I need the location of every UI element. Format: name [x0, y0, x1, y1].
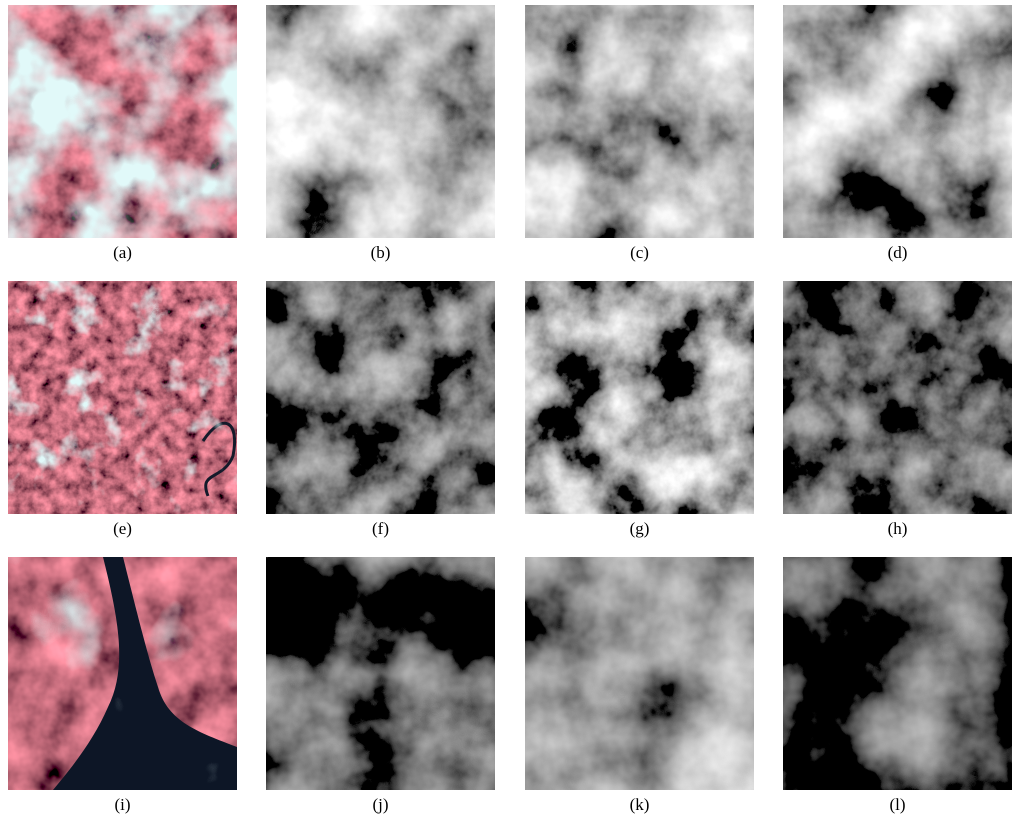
panel: (i) — [8, 557, 237, 814]
cloud-overlay — [8, 5, 237, 238]
panel-label: (a) — [113, 243, 132, 262]
panel-label: (l) — [889, 795, 905, 814]
panel-label: (h) — [888, 519, 908, 538]
panel: (h) — [783, 281, 1012, 538]
grayscale-image — [783, 281, 1012, 514]
panel-label: (e) — [113, 519, 132, 538]
panel-label: (k) — [630, 795, 650, 814]
panel-label: (j) — [372, 795, 388, 814]
grayscale-image — [266, 557, 495, 790]
panel: (a) — [8, 5, 237, 262]
panel-label: (g) — [630, 519, 650, 538]
panel: (g) — [525, 281, 754, 538]
panel-label: (f) — [372, 519, 389, 538]
panel: (d) — [783, 5, 1012, 262]
panel: (c) — [525, 5, 754, 262]
panel: (f) — [266, 281, 495, 538]
grayscale-image — [783, 557, 1012, 790]
grayscale-image — [525, 5, 754, 238]
panel-label: (i) — [114, 795, 130, 814]
cloud-overlay — [8, 281, 237, 514]
panel-label: (d) — [888, 243, 908, 262]
grayscale-image — [266, 5, 495, 238]
panel: (l) — [783, 557, 1012, 814]
grayscale-image — [525, 281, 754, 514]
panel: (e) — [8, 281, 237, 538]
panel: (b) — [266, 5, 495, 262]
panel-label: (c) — [630, 243, 649, 262]
grayscale-image — [266, 281, 495, 514]
panel: (j) — [266, 557, 495, 814]
grayscale-image — [525, 557, 754, 790]
panel: (k) — [525, 557, 754, 814]
grayscale-image — [783, 5, 1012, 238]
panel-label: (b) — [371, 243, 391, 262]
cloud-overlay — [8, 557, 237, 790]
